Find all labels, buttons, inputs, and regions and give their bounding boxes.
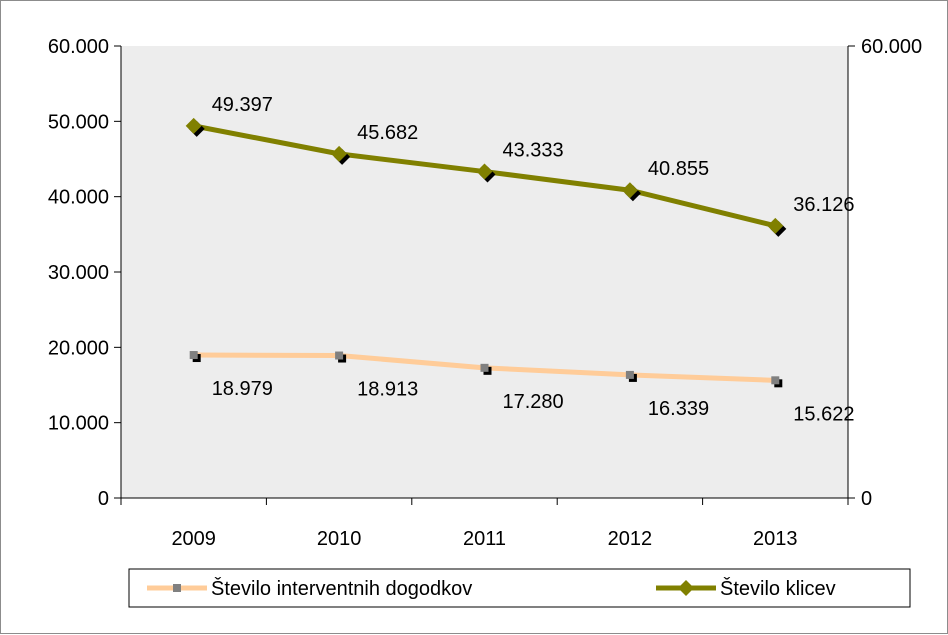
x-tick-label: 2010: [317, 528, 362, 550]
legend-label: Število klicev: [720, 577, 836, 600]
series-point-1: [476, 163, 493, 180]
data-label: 36.126: [793, 194, 854, 216]
y-tick-label: 50.000: [48, 111, 109, 133]
data-label: 45.682: [357, 122, 418, 144]
x-tick-label: 2012: [608, 528, 653, 550]
y-tick-label: 40.000: [48, 187, 109, 209]
data-label: 40.855: [648, 158, 709, 180]
x-tick-label: 2013: [753, 528, 798, 550]
y2-tick-label: 0: [861, 488, 872, 510]
series-point-0: [335, 351, 344, 360]
legend-marker: [678, 580, 694, 596]
data-label: 18.913: [357, 379, 418, 401]
plot-area: [121, 46, 848, 498]
series-point-1: [185, 117, 202, 134]
legend-label: Število interventnih dogodkov: [211, 577, 472, 600]
data-label: 49.397: [212, 94, 273, 116]
data-label: 43.333: [503, 140, 564, 162]
y-tick-label: 10.000: [48, 413, 109, 435]
series-point-0: [625, 370, 634, 379]
series-point-1: [767, 217, 784, 234]
x-tick-label: 2011: [463, 528, 506, 550]
y2-tick-label: 60.000: [861, 36, 922, 58]
y-tick-label: 20.000: [48, 337, 109, 359]
series-point-0: [189, 351, 198, 360]
series-point-1: [621, 182, 638, 199]
y-tick-label: 60.000: [48, 36, 109, 58]
series-point-0: [771, 376, 780, 385]
series-point-1: [331, 145, 348, 162]
x-tick-label: 2009: [171, 528, 216, 550]
legend: [128, 568, 911, 608]
y-tick-label: 30.000: [48, 262, 109, 284]
series-point-0: [480, 363, 489, 372]
data-label: 16.339: [648, 398, 709, 420]
y-tick-label: 0: [98, 488, 109, 510]
data-label: 18.979: [212, 378, 273, 400]
legend-marker: [173, 584, 181, 592]
data-label: 15.622: [793, 403, 854, 425]
data-label: 17.280: [503, 391, 564, 413]
